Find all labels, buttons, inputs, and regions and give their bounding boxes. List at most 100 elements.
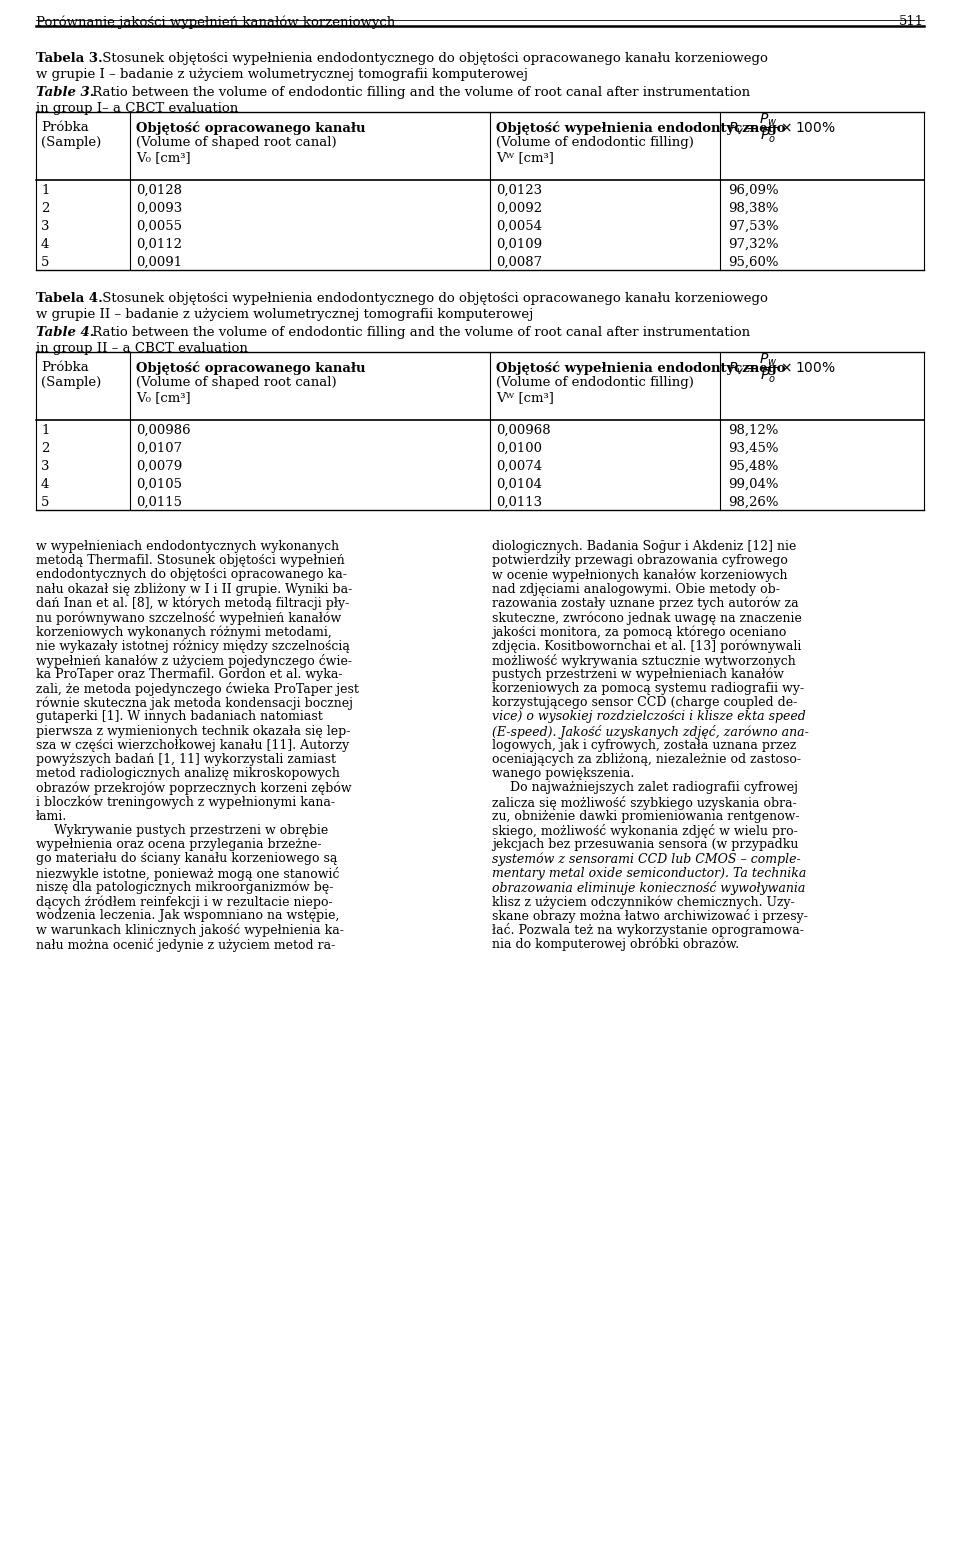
Text: w grupie I – badanie z użyciem wolumetrycznej tomografii komputerowej: w grupie I – badanie z użyciem wolumetry… (36, 69, 528, 81)
Text: łami.: łami. (36, 810, 67, 823)
Text: zu, obniżenie dawki promieniowania rentgenow-: zu, obniżenie dawki promieniowania rentg… (492, 810, 800, 823)
Text: korzeniowych wykonanych różnymi metodami,: korzeniowych wykonanych różnymi metodami… (36, 626, 332, 638)
Text: 0,0087: 0,0087 (496, 256, 542, 268)
Text: możliwość wykrywania sztucznie wytworzonych: możliwość wykrywania sztucznie wytworzon… (492, 654, 796, 668)
Text: 5: 5 (41, 496, 49, 509)
Text: ka ProTaper oraz Thermafil. Gordon et al. wyka-: ka ProTaper oraz Thermafil. Gordon et al… (36, 668, 343, 681)
Text: 0,00986: 0,00986 (136, 425, 191, 437)
Text: 4: 4 (41, 478, 49, 492)
Text: Stosunek objętości wypełnienia endodontycznego do objętości opracowanego kanału : Stosunek objętości wypełnienia endodonty… (98, 52, 768, 66)
Text: Objętość opracowanego kanału: Objętość opracowanego kanału (136, 361, 366, 375)
Text: 1: 1 (41, 184, 49, 197)
Text: w ocenie wypełnionych kanałów korzeniowych: w ocenie wypełnionych kanałów korzeniowy… (492, 568, 787, 582)
Text: oceniających za zbliżoną, niezależnie od zastoso-: oceniających za zbliżoną, niezależnie od… (492, 752, 801, 766)
Text: nad zdjęciami analogowymi. Obie metody ob-: nad zdjęciami analogowymi. Obie metody o… (492, 582, 780, 596)
Text: 5: 5 (41, 256, 49, 268)
Text: Ratio between the volume of endodontic filling and the volume of root canal afte: Ratio between the volume of endodontic f… (88, 326, 750, 339)
Text: niszę dla patologicznych mikroorganizmów bę-: niszę dla patologicznych mikroorganizmów… (36, 880, 333, 894)
Text: nu porównywano szczelność wypełnień kanałów: nu porównywano szczelność wypełnień kana… (36, 610, 341, 624)
Text: i bloczków treningowych z wypełnionymi kana-: i bloczków treningowych z wypełnionymi k… (36, 796, 335, 809)
Text: 99,04%: 99,04% (728, 478, 779, 492)
Text: $P_v = \dfrac{P_w}{P_o} \times 100\%$: $P_v = \dfrac{P_w}{P_o} \times 100\%$ (728, 112, 836, 145)
Text: pustych przestrzeni w wypełnieniach kanałów: pustych przestrzeni w wypełnieniach kana… (492, 668, 784, 681)
Text: w grupie II – badanie z użyciem wolumetrycznej tomografii komputerowej: w grupie II – badanie z użyciem wolumetr… (36, 308, 534, 322)
Text: razowania zostały uznane przez tych autorów za: razowania zostały uznane przez tych auto… (492, 596, 799, 610)
Text: 0,0128: 0,0128 (136, 184, 182, 197)
Text: 0,0112: 0,0112 (136, 237, 182, 251)
Text: metodą Thermafil. Stosunek objętości wypełnień: metodą Thermafil. Stosunek objętości wyp… (36, 554, 345, 567)
Text: go materiału do ściany kanału korzeniowego są: go materiału do ściany kanału korzeniowe… (36, 852, 337, 865)
Text: 96,09%: 96,09% (728, 184, 779, 197)
Text: Vᵂ [cm³]: Vᵂ [cm³] (496, 390, 554, 404)
Text: 0,0107: 0,0107 (136, 442, 182, 454)
Text: klisz z użyciem odczynników chemicznych. Uzy-: klisz z użyciem odczynników chemicznych.… (492, 894, 795, 909)
Text: Table 3.: Table 3. (36, 86, 94, 98)
Text: V₀ [cm³]: V₀ [cm³] (136, 390, 191, 404)
Text: 95,60%: 95,60% (728, 256, 779, 268)
Text: dań Inan et al. [8], w których metodą filtracji pły-: dań Inan et al. [8], w których metodą fi… (36, 596, 349, 610)
Text: skuteczne, zwrócono jednak uwagę na znaczenie: skuteczne, zwrócono jednak uwagę na znac… (492, 610, 802, 624)
Text: skiego, możliwość wykonania zdjęć w wielu pro-: skiego, możliwość wykonania zdjęć w wiel… (492, 824, 798, 838)
Text: zdjęcia. Kositbowornchai et al. [13] porównywali: zdjęcia. Kositbowornchai et al. [13] por… (492, 640, 802, 652)
Text: 0,0100: 0,0100 (496, 442, 542, 454)
Text: 0,0074: 0,0074 (496, 460, 542, 473)
Text: logowych, jak i cyfrowych, została uznana przez: logowych, jak i cyfrowych, została uznan… (492, 738, 797, 752)
Text: (E-speed). Jakość uzyskanych zdjęć, zarówno ana-: (E-speed). Jakość uzyskanych zdjęć, zaró… (492, 724, 809, 738)
Text: Table 4.: Table 4. (36, 326, 94, 339)
Text: systemów z sensorami CCD lub CMOS – comple-: systemów z sensorami CCD lub CMOS – comp… (492, 852, 801, 866)
Text: wypełnień kanałów z użyciem pojedynczego ćwie-: wypełnień kanałów z użyciem pojedynczego… (36, 654, 352, 668)
Text: Tabela 3.: Tabela 3. (36, 52, 103, 66)
Text: obrazowania eliminuje konieczność wywoływania: obrazowania eliminuje konieczność wywoły… (492, 880, 805, 894)
Text: (Sample): (Sample) (41, 136, 101, 148)
Text: jakości monitora, za pomocą którego oceniano: jakości monitora, za pomocą którego ocen… (492, 626, 786, 638)
Text: 95,48%: 95,48% (728, 460, 779, 473)
Text: pierwsza z wymienionych technik okazała się lep-: pierwsza z wymienionych technik okazała … (36, 724, 350, 738)
Text: nału można ocenić jedynie z użyciem metod ra-: nału można ocenić jedynie z użyciem meto… (36, 938, 335, 952)
Text: dących źródłem reinfekcji i w rezultacie niepo-: dących źródłem reinfekcji i w rezultacie… (36, 894, 332, 909)
Text: Do najważniejszych zalet radiografii cyfrowej: Do najważniejszych zalet radiografii cyf… (510, 782, 798, 795)
Text: 0,0113: 0,0113 (496, 496, 542, 509)
Text: 98,12%: 98,12% (728, 425, 779, 437)
Text: endodontycznych do objętości opracowanego ka-: endodontycznych do objętości opracowaneg… (36, 568, 347, 581)
Text: skane obrazy można łatwo archiwizować i przesy-: skane obrazy można łatwo archiwizować i … (492, 909, 808, 923)
Text: diologicznych. Badania Soğur i Akdeniz [12] nie: diologicznych. Badania Soğur i Akdeniz [… (492, 540, 797, 553)
Text: vice) o wysokiej rozdzielczości i klisze ekta speed: vice) o wysokiej rozdzielczości i klisze… (492, 710, 805, 723)
Text: 0,0123: 0,0123 (496, 184, 542, 197)
Text: obrazów przekrojów poprzecznych korzeni zębów: obrazów przekrojów poprzecznych korzeni … (36, 782, 351, 795)
Text: gutaperki [1]. W innych badaniach natomiast: gutaperki [1]. W innych badaniach natomi… (36, 710, 323, 723)
Text: niezwykle istotne, ponieważ mogą one stanowić: niezwykle istotne, ponieważ mogą one sta… (36, 866, 340, 880)
Text: (Volume of endodontic filling): (Volume of endodontic filling) (496, 136, 694, 148)
Text: Tabela 4.: Tabela 4. (36, 292, 103, 304)
Text: (Volume of endodontic filling): (Volume of endodontic filling) (496, 376, 694, 389)
Text: jekcjach bez przesuwania sensora (w przypadku: jekcjach bez przesuwania sensora (w przy… (492, 838, 799, 851)
Text: potwierdziły przewagi obrazowania cyfrowego: potwierdziły przewagi obrazowania cyfrow… (492, 554, 788, 567)
Text: równie skuteczna jak metoda kondensacji bocznej: równie skuteczna jak metoda kondensacji … (36, 696, 353, 710)
Text: mentary metal oxide semiconductor). Ta technika: mentary metal oxide semiconductor). Ta t… (492, 866, 806, 879)
Text: in group II – a CBCT evaluation: in group II – a CBCT evaluation (36, 342, 248, 354)
Text: (Volume of shaped root canal): (Volume of shaped root canal) (136, 136, 337, 148)
Text: 0,0054: 0,0054 (496, 220, 542, 233)
Text: w warunkach klinicznych jakość wypełnienia ka-: w warunkach klinicznych jakość wypełnien… (36, 924, 344, 938)
Text: 0,0091: 0,0091 (136, 256, 182, 268)
Text: wanego powiększenia.: wanego powiększenia. (492, 766, 635, 780)
Text: 4: 4 (41, 237, 49, 251)
Text: 511: 511 (899, 16, 924, 28)
Text: (Volume of shaped root canal): (Volume of shaped root canal) (136, 376, 337, 389)
Text: nie wykazały istotnej różnicy między szczelnością: nie wykazały istotnej różnicy między szc… (36, 640, 349, 652)
Text: 3: 3 (41, 460, 50, 473)
Text: 97,53%: 97,53% (728, 220, 779, 233)
Text: (Sample): (Sample) (41, 376, 101, 389)
Text: 0,0093: 0,0093 (136, 201, 182, 215)
Text: 0,0092: 0,0092 (496, 201, 542, 215)
Text: wypełnienia oraz ocena przylegania brzeżne-: wypełnienia oraz ocena przylegania brzeż… (36, 838, 322, 851)
Text: 0,0104: 0,0104 (496, 478, 542, 492)
Text: Stosunek objętości wypełnienia endodontycznego do objętości opracowanego kanału : Stosunek objętości wypełnienia endodonty… (98, 292, 768, 304)
Text: zalicza się możliwość szybkiego uzyskania obra-: zalicza się możliwość szybkiego uzyskani… (492, 796, 797, 810)
Text: powyższych badań [1, 11] wykorzystali zamiast: powyższych badań [1, 11] wykorzystali za… (36, 752, 336, 766)
Text: $P_v = \dfrac{P_w}{P_o} \times 100\%$: $P_v = \dfrac{P_w}{P_o} \times 100\%$ (728, 351, 836, 386)
Text: in group I– a CBCT evaluation: in group I– a CBCT evaluation (36, 101, 238, 116)
Text: metod radiologicznych analizę mikroskopowych: metod radiologicznych analizę mikroskopo… (36, 766, 340, 780)
Text: 93,45%: 93,45% (728, 442, 779, 454)
Text: Objętość opracowanego kanału: Objętość opracowanego kanału (136, 122, 366, 134)
Text: nia do komputerowej obróbki obrazów.: nia do komputerowej obróbki obrazów. (492, 938, 739, 951)
